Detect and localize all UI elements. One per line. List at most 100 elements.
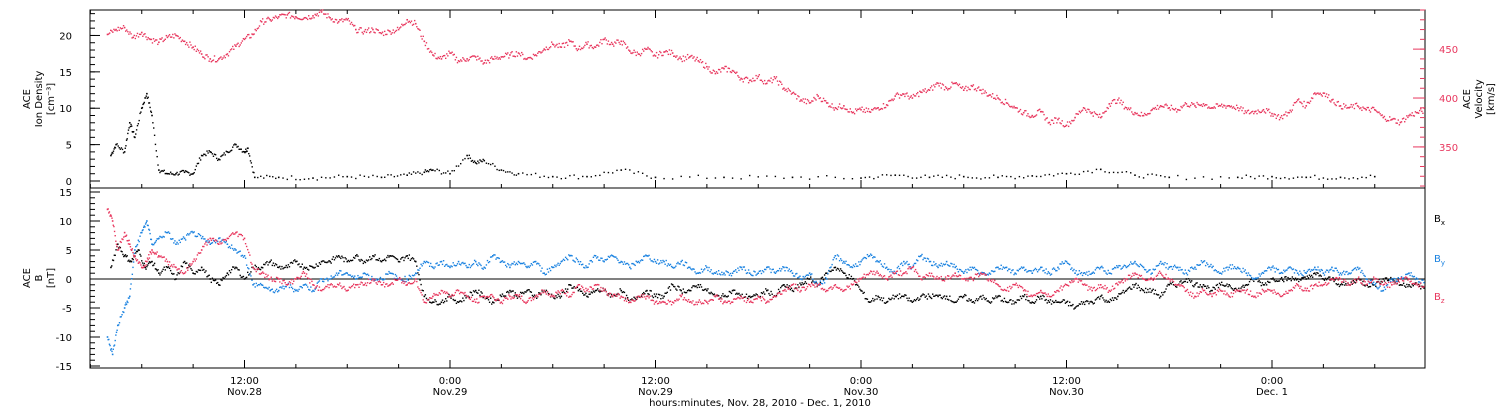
bx-point bbox=[352, 256, 355, 259]
velocity-point bbox=[128, 33, 130, 35]
by-point bbox=[729, 272, 732, 275]
by-point bbox=[327, 280, 329, 282]
by-point bbox=[221, 239, 223, 241]
bx-point bbox=[741, 293, 743, 296]
bz-point bbox=[134, 255, 136, 257]
bx-point bbox=[1210, 289, 1212, 292]
by-point bbox=[1106, 273, 1108, 275]
density-point bbox=[232, 146, 234, 148]
by-point bbox=[625, 262, 628, 265]
by-point bbox=[342, 274, 344, 276]
velocity-point bbox=[485, 62, 488, 64]
velocity-point bbox=[509, 54, 511, 56]
velocity-point bbox=[1373, 108, 1376, 111]
bx-point bbox=[723, 295, 725, 298]
bz-point bbox=[110, 214, 112, 216]
bx-point bbox=[591, 292, 594, 294]
bx-point bbox=[1048, 301, 1051, 303]
bx-point bbox=[477, 292, 479, 294]
bx-point bbox=[875, 294, 877, 297]
by-point bbox=[335, 272, 338, 274]
velocity-point bbox=[432, 54, 434, 56]
bx-point bbox=[336, 256, 339, 258]
by-point bbox=[1195, 268, 1197, 270]
by-point bbox=[910, 268, 913, 270]
bz-point bbox=[319, 289, 322, 292]
bz-point bbox=[320, 289, 323, 292]
bx-point bbox=[783, 284, 785, 286]
by-point bbox=[225, 240, 228, 243]
velocity-point bbox=[331, 18, 333, 20]
velocity-point bbox=[590, 44, 592, 47]
bz-point bbox=[432, 295, 434, 298]
by-point bbox=[844, 262, 846, 264]
by-point bbox=[1198, 264, 1200, 266]
by-point bbox=[1211, 266, 1213, 269]
by-point bbox=[659, 262, 661, 264]
bz-point bbox=[332, 286, 335, 288]
bz-point bbox=[567, 291, 569, 294]
by-point bbox=[1156, 265, 1159, 267]
density-point bbox=[155, 150, 158, 152]
by-point bbox=[832, 258, 834, 261]
by-point bbox=[647, 255, 649, 257]
velocity-point bbox=[568, 39, 570, 41]
velocity-point bbox=[1060, 122, 1062, 125]
bz-point bbox=[651, 299, 653, 301]
velocity-tick-label: 450 bbox=[1439, 45, 1458, 56]
bx-point bbox=[516, 297, 519, 299]
bz-point bbox=[132, 251, 134, 254]
bz-point bbox=[434, 294, 436, 296]
density-point bbox=[220, 155, 222, 158]
velocity-point bbox=[234, 44, 236, 46]
by-point bbox=[1189, 267, 1192, 269]
velocity-point bbox=[1165, 103, 1167, 105]
velocity-point bbox=[576, 49, 579, 52]
by-point bbox=[621, 261, 624, 263]
velocity-point bbox=[340, 19, 342, 21]
velocity-point bbox=[780, 81, 782, 83]
velocity-point bbox=[618, 41, 620, 44]
by-point bbox=[869, 253, 872, 255]
velocity-point bbox=[527, 57, 529, 59]
density-point bbox=[1031, 175, 1034, 177]
velocity-point bbox=[827, 102, 829, 104]
density-point bbox=[235, 143, 237, 146]
velocity-point bbox=[927, 88, 930, 91]
bx-point bbox=[247, 271, 249, 274]
by-point bbox=[162, 235, 164, 238]
velocity-point bbox=[469, 56, 472, 59]
velocity-point bbox=[172, 33, 174, 36]
density-point bbox=[860, 177, 862, 179]
bz-point bbox=[791, 284, 794, 286]
density-point bbox=[885, 174, 888, 176]
bz-point bbox=[159, 256, 161, 258]
velocity-point bbox=[1029, 116, 1031, 119]
velocity-point bbox=[334, 18, 337, 21]
by-point bbox=[622, 263, 625, 265]
velocity-point bbox=[377, 29, 379, 31]
bz-point bbox=[397, 278, 400, 280]
bx-point bbox=[861, 290, 863, 292]
velocity-point bbox=[747, 82, 750, 84]
density-point bbox=[680, 175, 682, 178]
by-point bbox=[1005, 266, 1008, 269]
by-point bbox=[507, 262, 509, 265]
by-point bbox=[815, 280, 817, 283]
by-point bbox=[883, 263, 886, 265]
bz-point bbox=[788, 287, 790, 290]
by-point bbox=[658, 263, 660, 265]
bz-point bbox=[222, 239, 224, 241]
by-point bbox=[1289, 266, 1291, 268]
velocity-point bbox=[223, 55, 225, 57]
by-point bbox=[241, 254, 244, 257]
bx-point bbox=[553, 297, 555, 299]
velocity-point bbox=[248, 33, 250, 36]
bx-point bbox=[499, 294, 502, 296]
velocity-point bbox=[430, 50, 432, 52]
density-point bbox=[214, 154, 217, 156]
by-point bbox=[971, 266, 974, 269]
velocity-point bbox=[1247, 109, 1250, 111]
bx-point bbox=[1005, 301, 1008, 303]
by-point bbox=[767, 266, 769, 268]
